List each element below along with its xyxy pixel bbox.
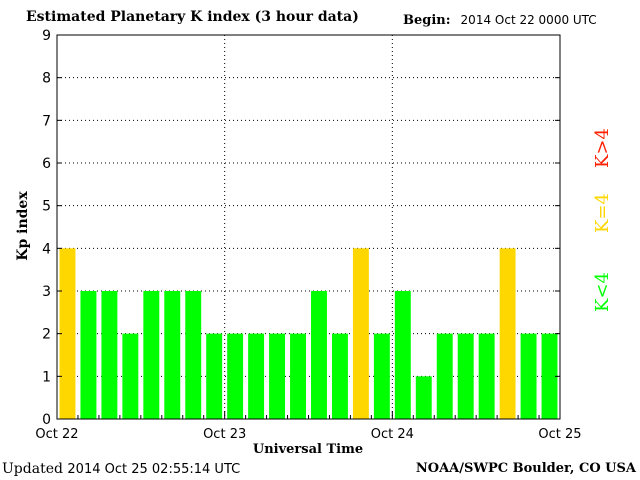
- y-tick-label: 4: [42, 241, 51, 257]
- kp-bar: [164, 291, 181, 419]
- kp-bar: [269, 333, 286, 419]
- kp-bar: [457, 333, 474, 419]
- y-tick-label: 5: [42, 199, 51, 215]
- y-tick-label: 3: [42, 284, 51, 300]
- kp-bar: [122, 333, 139, 419]
- kp-bar: [185, 291, 202, 419]
- y-tick-label: 0: [42, 412, 51, 428]
- kp-bar: [499, 248, 516, 419]
- begin-value: 2014 Oct 22 0000 UTC: [460, 13, 597, 27]
- kp-bar: [478, 333, 495, 419]
- kp-index-chart: 0 1 2 3 4 5 6 7 8 9 Oct 22 Oct 23 Oct 24 Oct 25 Univ…: [15, 28, 613, 457]
- kp-bar: [436, 333, 453, 419]
- kp-bar: [206, 333, 223, 419]
- y-tick-label: 6: [42, 156, 51, 172]
- kp-bar: [394, 291, 411, 419]
- kp-bar: [311, 291, 327, 419]
- x-tick-label: Oct 25: [538, 427, 581, 442]
- y-tick-labels: 0 1 2 3 4 5 6 7 8 9: [42, 28, 51, 428]
- x-tick-label: Oct 22: [35, 427, 78, 442]
- x-tick-labels: Oct 22 Oct 23 Oct 24 Oct 25: [35, 427, 581, 442]
- kp-bar: [143, 291, 160, 419]
- y-tick-label: 2: [42, 327, 51, 343]
- y-tick-label: 1: [42, 369, 51, 385]
- kp-bar: [59, 248, 76, 419]
- bars-group: [59, 248, 558, 419]
- kp-bar: [80, 291, 97, 419]
- y-tick-label: 9: [42, 28, 51, 44]
- kp-bar: [101, 291, 118, 419]
- x-tick-label: Oct 23: [203, 427, 246, 442]
- kp-bar: [415, 376, 432, 419]
- y-tick-label: 7: [42, 113, 51, 129]
- axis-ticks: [56, 34, 561, 420]
- x-axis-label: Universal Time: [253, 442, 363, 457]
- kp-bar: [520, 333, 537, 419]
- kp-bar: [227, 333, 244, 419]
- legend-item: K<4: [592, 272, 613, 312]
- updated-value: 2014 Oct 25 02:55:14 UTC: [67, 462, 241, 477]
- legend: K<4 K=4 K>4: [592, 128, 613, 312]
- page-title: Estimated Planetary K index (3 hour data…: [26, 9, 359, 25]
- updated-label: Updated: [2, 461, 63, 477]
- legend-item: K>4: [592, 128, 613, 168]
- kp-bar: [373, 333, 390, 419]
- x-tick-label: Oct 24: [371, 427, 414, 442]
- begin-timestamp: Begin: 2014 Oct 22 0000 UTC: [403, 13, 597, 28]
- legend-item: K=4: [592, 193, 613, 233]
- kp-bar: [541, 333, 558, 419]
- updated-timestamp: Updated 2014 Oct 25 02:55:14 UTC: [2, 461, 240, 477]
- begin-label: Begin:: [403, 13, 451, 28]
- y-axis-label: Kp index: [15, 191, 31, 261]
- kp-bar: [352, 248, 369, 419]
- kp-bar: [290, 333, 306, 419]
- kp-bar: [248, 333, 265, 419]
- credit-text: NOAA/SWPC Boulder, CO USA: [415, 461, 636, 476]
- grid-lines: [57, 34, 560, 419]
- y-tick-label: 8: [42, 71, 51, 87]
- kp-bar: [331, 333, 348, 419]
